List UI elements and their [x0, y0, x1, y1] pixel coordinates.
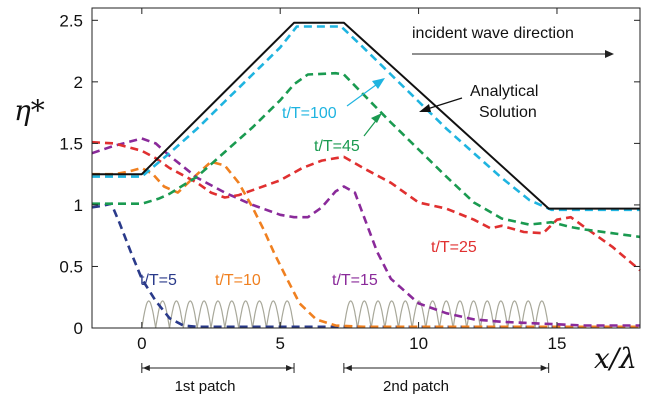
bathymetry-bump-1-3	[168, 300, 184, 329]
y-tick-label-1.5: 1.5	[59, 134, 83, 153]
series-line-t-t-15	[91, 137, 640, 327]
tick-layer: 0 5 10 15 0 0.5 1 1.5 2 2.5	[59, 8, 640, 353]
t45-pointer-arrowhead	[371, 113, 382, 123]
bathymetry-bump-1-5	[196, 300, 212, 329]
patch-label-1: 1st patch	[175, 378, 236, 395]
bathymetry-bump-1-9	[251, 300, 267, 329]
bathymetry-bump-2-1	[343, 300, 359, 329]
incident-wave-arrowhead	[605, 50, 614, 58]
annotation-t5: t/T=5	[140, 272, 177, 289]
plot-frame	[91, 7, 641, 329]
series-line-analytical-solution	[92, 21, 640, 210]
bathymetry-bump-2-5	[397, 300, 413, 329]
patch-arrowhead-right-2	[540, 365, 548, 371]
series-line-t-t-45	[92, 71, 641, 239]
bathymetry-bump-1-8	[238, 300, 254, 329]
bathymetry-bump-2-2	[356, 300, 372, 329]
x-tick-label-0: 0	[137, 334, 146, 353]
bathymetry-bump-2-13	[507, 300, 522, 329]
series-line-t-t-100	[92, 25, 640, 212]
bathymetry-bump-1-4	[182, 300, 198, 329]
y-tick-label-1: 1	[74, 196, 83, 215]
bathymetry-bump-1-7	[224, 300, 240, 329]
bathymetry-bump-1-1	[141, 300, 157, 329]
analytical-pointer-arrow	[423, 97, 463, 111]
annotation-solution: Solution	[479, 104, 537, 121]
patch-markers	[141, 363, 550, 373]
annotation-t10: t/T=10	[215, 272, 261, 289]
bathymetry-bump-2-15	[534, 300, 550, 329]
patch-arrowhead-left-1	[142, 365, 150, 371]
annotation-incident-wave: incident wave direction	[412, 25, 574, 42]
bathymetry-bump-2-7	[425, 300, 440, 329]
t100-pointer-arrow	[346, 81, 381, 107]
bathymetry-bump-2-6	[411, 300, 427, 329]
bathymetry-bump-2-12	[493, 300, 509, 329]
xlabel: x/λ	[594, 342, 637, 375]
series-layer	[91, 21, 641, 329]
annotation-t100: t/T=100	[282, 105, 337, 122]
bathymetry-layer	[141, 300, 550, 329]
annotation-t15: t/T=15	[332, 272, 378, 289]
bathymetry-bump-1-11	[279, 300, 295, 329]
bathymetry-bump-2-11	[479, 300, 495, 329]
series-line-t-t-25	[91, 140, 641, 272]
analytical-pointer-arrowhead	[419, 104, 431, 112]
y-tick-label-2.5: 2.5	[59, 11, 83, 30]
bathymetry-bump-2-3	[370, 300, 386, 329]
annotation-analytical: Analytical	[470, 83, 538, 100]
y-tick-label-0: 0	[74, 319, 83, 338]
patch-label-2: 2nd patch	[383, 378, 449, 395]
y-tick-label-2: 2	[74, 73, 83, 92]
bathymetry-bump-2-4	[384, 300, 400, 329]
series-line-t-t-5	[91, 202, 640, 329]
ylabel: η*	[14, 94, 45, 127]
bathymetry-bump-2-8	[438, 300, 454, 329]
x-tick-label-5: 5	[275, 334, 284, 353]
x-tick-label-10: 10	[409, 334, 428, 353]
bathymetry-bump-1-6	[210, 300, 226, 329]
y-tick-label-0.5: 0.5	[59, 257, 83, 276]
bathymetry-bump-2-14	[520, 300, 536, 329]
annotation-t25: t/T=25	[431, 239, 477, 256]
bathymetry-bump-2-10	[466, 300, 481, 329]
patch-arrowhead-right-1	[286, 365, 294, 371]
patch-arrowhead-left-2	[344, 365, 352, 371]
series-line-t-t-10	[92, 160, 640, 329]
annotation-t45: t/T=45	[314, 138, 360, 155]
x-tick-label-15: 15	[548, 334, 567, 353]
t100-pointer-arrowhead	[372, 78, 385, 89]
bathymetry-bump-1-10	[265, 300, 281, 329]
